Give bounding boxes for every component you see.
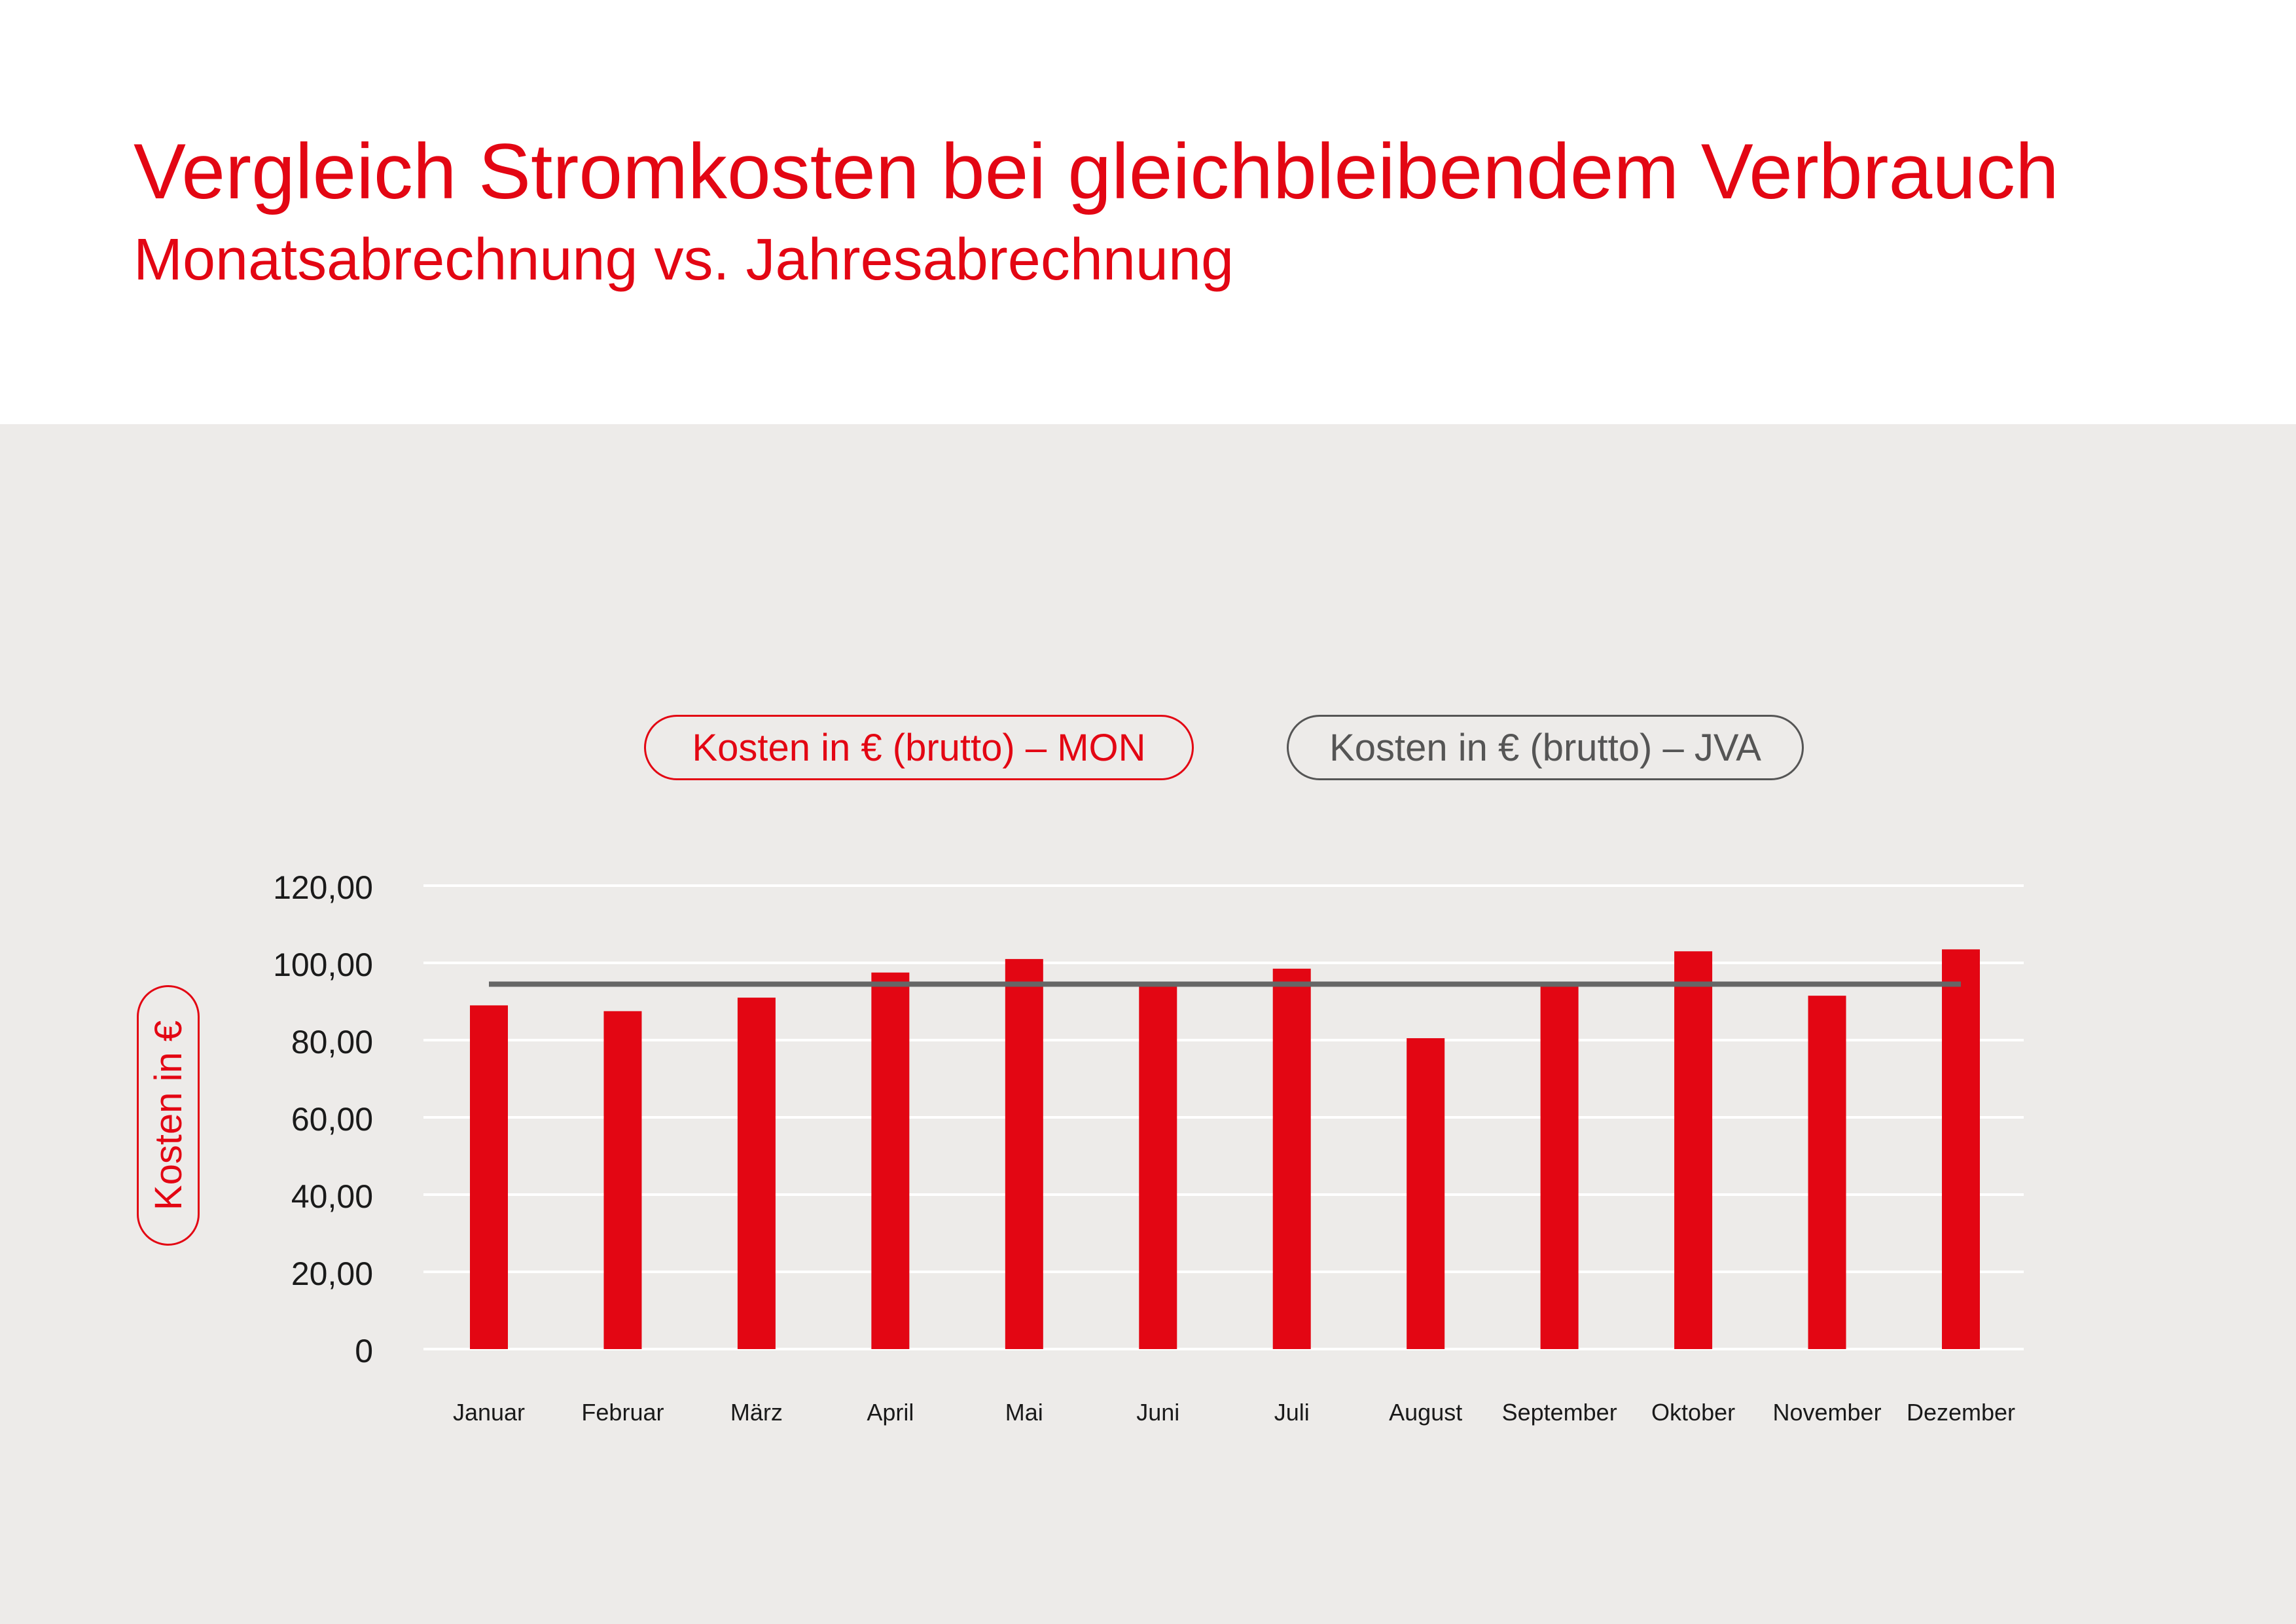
page-subtitle: Monatsabrechnung vs. Jahresabrechnung [134, 227, 1234, 293]
y-tick-label: 40,00 [291, 1178, 373, 1215]
y-tick-labels: 0 20,00 40,00 60,00 80,00 100,00 120,00 [273, 869, 373, 1369]
bar-mai [1005, 959, 1043, 1349]
bar-august [1407, 1038, 1445, 1349]
x-tick-label: März [730, 1399, 783, 1426]
x-tick-labels: Januar Februar März April Mai Juni Juli August S… [453, 1399, 2015, 1426]
bar-september [1540, 986, 1579, 1349]
bar-dezember [1942, 949, 1980, 1349]
legend-item-jva: Kosten in € (brutto) – JVA [1287, 715, 1804, 780]
y-tick-label: 20,00 [291, 1255, 373, 1292]
legend-label-mon: Kosten in € (brutto) – MON [692, 726, 1146, 769]
x-tick-label: Juni [1136, 1399, 1179, 1426]
bar-februar [603, 1011, 642, 1349]
header: Vergleich Stromkosten bei gleichbleibend… [0, 0, 2296, 424]
bar-oktober [1674, 951, 1713, 1349]
x-tick-label: September [1502, 1399, 1617, 1426]
y-axis-label-text: Kosten in € [147, 1020, 190, 1211]
page-title: Vergleich Stromkosten bei gleichbleibend… [134, 128, 2059, 215]
x-tick-label: November [1773, 1399, 1882, 1426]
y-axis-label: Kosten in € [137, 985, 200, 1246]
bar-januar [470, 1005, 508, 1349]
bar-märz [737, 998, 776, 1349]
x-tick-label: Januar [453, 1399, 525, 1426]
legend-label-jva: Kosten in € (brutto) – JVA [1329, 726, 1761, 769]
bar-juli [1272, 968, 1311, 1349]
x-tick-label: Dezember [1907, 1399, 2015, 1426]
legend-item-mon: Kosten in € (brutto) – MON [644, 715, 1194, 780]
bar-series-mon [470, 949, 1980, 1349]
bar-juni [1139, 986, 1177, 1349]
x-tick-label: Juli [1274, 1399, 1310, 1426]
x-tick-label: August [1389, 1399, 1462, 1426]
bar-april [871, 972, 910, 1349]
grid-lines [423, 884, 2024, 1350]
x-tick-label: Oktober [1651, 1399, 1735, 1426]
x-tick-label: April [867, 1399, 914, 1426]
y-tick-label: 120,00 [273, 869, 373, 906]
y-tick-label: 100,00 [273, 947, 373, 983]
x-tick-label: Mai [1005, 1399, 1043, 1426]
bar-november [1808, 996, 1846, 1349]
x-tick-label: Februar [581, 1399, 664, 1426]
y-tick-label: 60,00 [291, 1101, 373, 1138]
y-tick-label: 0 [355, 1333, 373, 1369]
y-tick-label: 80,00 [291, 1024, 373, 1060]
